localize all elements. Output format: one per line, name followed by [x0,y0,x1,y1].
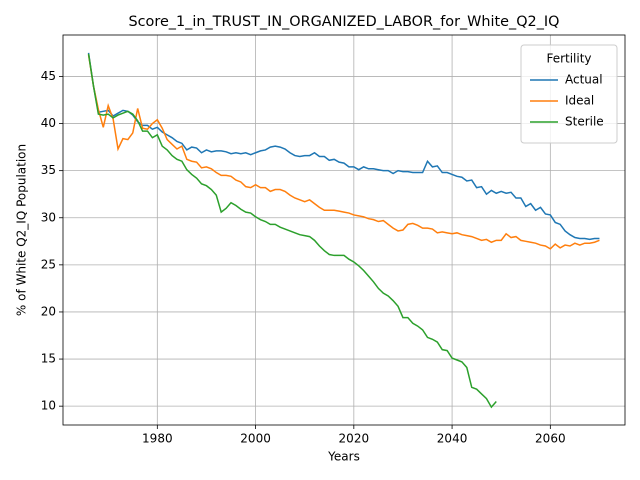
legend-box [520,44,618,144]
y-tick-label: 10 [41,399,56,413]
y-tick-label: 25 [41,257,56,271]
x-axis-label: Years [327,450,360,464]
x-tick-label: 2000 [240,432,271,446]
line-series [87,52,600,241]
x-tick-label: 2040 [437,432,468,446]
y-tick-label: 30 [41,210,56,224]
legend-label: Actual [565,73,603,87]
line-series [87,53,497,409]
legend-label: Sterile [565,115,604,129]
y-tick-label: 40 [41,116,56,130]
x-tick-label: 2060 [535,432,566,446]
chart-title: Score_1_in_TRUST_IN_ORGANIZED_LABOR_for_… [129,14,560,30]
y-tick-label: 20 [41,304,56,318]
legend-title: Fertility [546,52,591,66]
y-tick-label: 15 [41,352,56,366]
x-tick-label: 2020 [339,432,370,446]
line-series [87,54,600,250]
plot-frame [62,34,626,426]
y-tick-label: 35 [41,163,56,177]
y-axis-label: % of White Q2_IQ Population [15,144,29,316]
x-tick-label: 1980 [142,432,173,446]
y-tick-label: 45 [41,69,56,83]
legend-label: Ideal [565,94,594,108]
